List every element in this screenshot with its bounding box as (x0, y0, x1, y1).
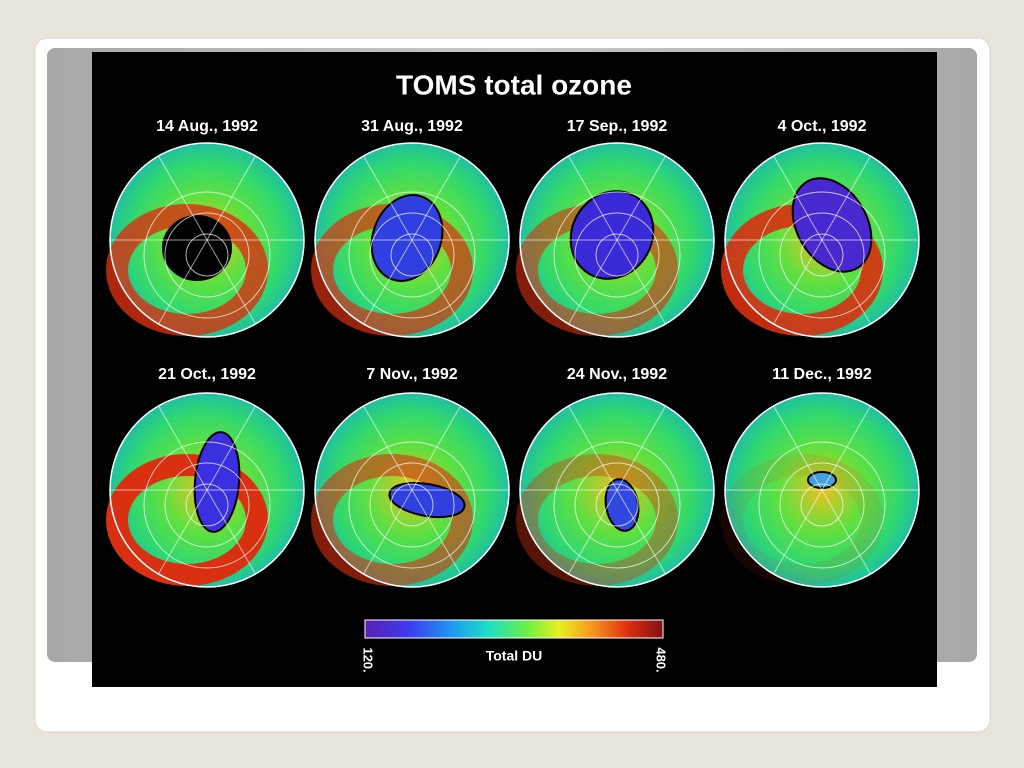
panel-label: 24 Nov., 1992 (567, 366, 667, 383)
globes: 14 Aug., 1992 31 Aug., 1992 17 Sep., 1992 4… (106, 118, 920, 588)
latitude-line (595, 233, 639, 277)
longitude-line (568, 405, 666, 575)
ozone-band (516, 454, 678, 586)
globe-rim (314, 142, 510, 338)
globe-rim (519, 142, 715, 338)
globe-rim (314, 392, 510, 588)
ozone-hole (370, 194, 444, 282)
panel-label: 7 Nov., 1992 (366, 366, 457, 383)
ozone-band (106, 204, 268, 336)
globe-rim (519, 392, 715, 588)
panel-label: 11 Dec., 1992 (772, 366, 872, 383)
ozone-hole (162, 215, 232, 281)
globe-rim (724, 392, 920, 588)
latitude-line (348, 441, 476, 569)
latitude-line (369, 212, 455, 298)
longitude-line (568, 155, 666, 325)
latitude-line (553, 191, 681, 319)
latitude-line (390, 233, 434, 277)
latitude-line (800, 233, 844, 277)
latitude-line (574, 212, 660, 298)
latitude-line (348, 191, 476, 319)
panel-label: 21 Oct., 1992 (158, 366, 256, 383)
colorbar-max: 480. (654, 647, 669, 672)
latitude-line (164, 462, 250, 548)
ozone-band (311, 454, 473, 586)
latitude-line (574, 462, 660, 548)
ozone-band (721, 454, 883, 586)
latitude-line (595, 483, 639, 527)
ozone-hole (807, 471, 837, 489)
colorbar-min: 120. (361, 647, 376, 672)
latitude-line (779, 462, 865, 548)
latitude-line (143, 441, 271, 569)
latitude-line (758, 191, 886, 319)
globe-rim (109, 142, 305, 338)
latitude-line (779, 212, 865, 298)
latitude-line (369, 462, 455, 548)
panel-label: 4 Oct., 1992 (778, 118, 867, 135)
longitude-line (158, 155, 256, 325)
longitude-line (773, 405, 871, 575)
ozone-band (106, 454, 268, 586)
latitude-line (185, 233, 229, 277)
globe-rim (724, 142, 920, 338)
latitude-line (390, 483, 434, 527)
longitude-line (158, 405, 256, 575)
figure-title: TOMS total ozone (396, 69, 632, 100)
latitude-line (164, 212, 250, 298)
longitude-line (773, 155, 871, 325)
colorbar (364, 619, 664, 639)
panel-label: 17 Sep., 1992 (567, 118, 668, 135)
longitude-line (363, 405, 461, 575)
panel-label: 14 Aug., 1992 (156, 118, 258, 135)
panel-label: 31 Aug., 1992 (361, 118, 463, 135)
latitude-line (553, 441, 681, 569)
latitude-line (758, 441, 886, 569)
ozone-hole (388, 481, 466, 519)
latitude-line (143, 191, 271, 319)
colorbar-label: Total DU (486, 648, 543, 664)
longitude-line (363, 155, 461, 325)
latitude-line (800, 483, 844, 527)
latitude-line (185, 483, 229, 527)
ozone-hole (791, 177, 873, 273)
globe-rim (109, 392, 305, 588)
